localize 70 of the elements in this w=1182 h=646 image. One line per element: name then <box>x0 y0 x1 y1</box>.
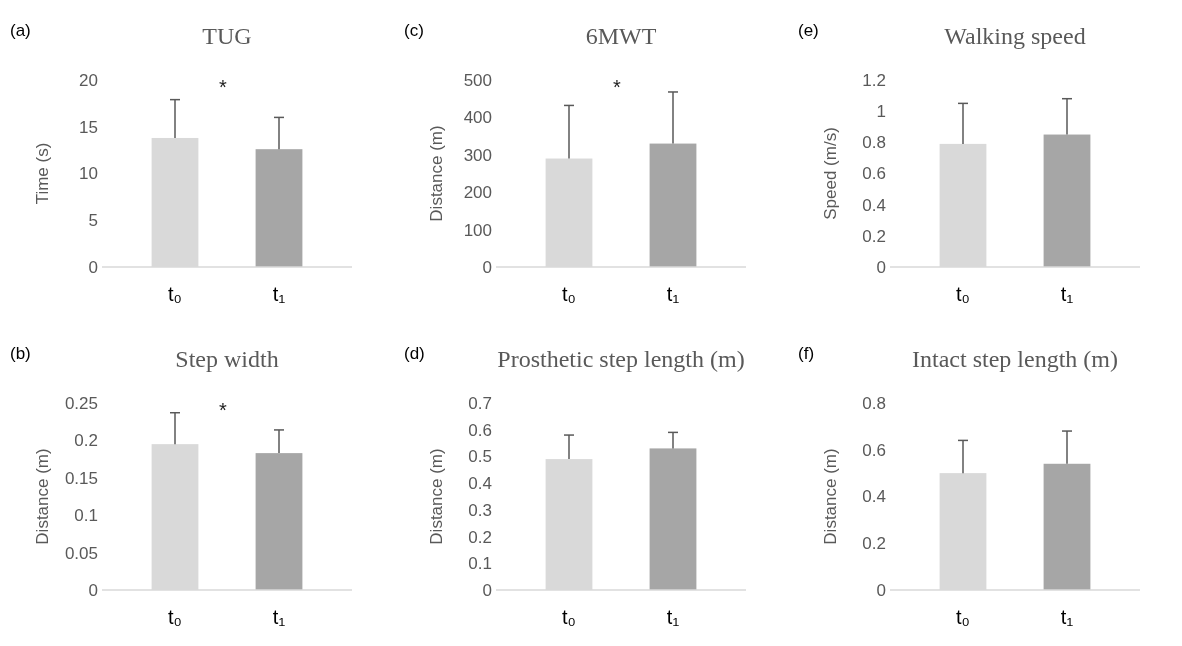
y-tick-label: 0.4 <box>468 474 492 494</box>
annotation: * <box>219 76 228 98</box>
y-tick-label: 300 <box>463 145 492 165</box>
y-tick-label: 0.6 <box>862 440 886 460</box>
y-tick-label: 0 <box>876 257 886 277</box>
y-tick-label: 0.15 <box>64 468 98 488</box>
y-tick-label: 100 <box>463 220 492 240</box>
y-tick-label: 0.8 <box>862 133 886 153</box>
chart-title: TUG <box>202 23 252 49</box>
y-tick-label: 0 <box>482 257 492 277</box>
y-tick-label: 0.4 <box>862 195 886 215</box>
x-tick-label: t₁ <box>1060 606 1074 628</box>
y-tick-label: 1 <box>876 102 886 122</box>
y-tick-label: 0.25 <box>64 393 98 413</box>
y-tick-label: 0.7 <box>468 393 492 413</box>
y-axis-title: Speed (m/s) <box>821 127 840 220</box>
y-tick-label: 0.2 <box>862 534 886 554</box>
y-tick-label: 20 <box>79 70 98 90</box>
y-axis-title: Distance (m) <box>427 448 446 545</box>
x-tick-label: t₁ <box>272 606 286 628</box>
x-tick-label: t₀ <box>168 283 182 305</box>
y-tick-label: 0.6 <box>862 164 886 184</box>
y-tick-label: 0.2 <box>468 527 492 547</box>
text: (e) <box>798 21 819 40</box>
annotation: * <box>219 399 228 421</box>
y-tick-label: 1.2 <box>862 70 886 90</box>
text: (b) <box>10 344 31 363</box>
y-tick-label: 0.4 <box>862 487 886 507</box>
y-axis-title: Time (s) <box>33 142 52 205</box>
chart-title: Walking speed <box>944 23 1086 49</box>
y-tick-label: 15 <box>79 117 98 137</box>
y-axis-title: Distance (m) <box>427 125 446 222</box>
y-tick-label: 0 <box>482 580 492 600</box>
y-tick-label: 0 <box>88 257 98 277</box>
text: (d) <box>404 344 425 363</box>
y-tick-label: 0.3 <box>468 500 492 520</box>
x-tick-label: t₁ <box>666 606 680 628</box>
y-tick-label: 0.1 <box>468 554 492 574</box>
y-tick-label: 0 <box>88 580 98 600</box>
x-tick-label: t₀ <box>956 606 970 628</box>
y-axis-title: Distance (m) <box>33 448 52 545</box>
y-tick-label: 0.1 <box>74 506 98 526</box>
x-tick-label: t₀ <box>562 283 576 305</box>
text: (a) <box>10 21 31 40</box>
x-tick-label: t₁ <box>666 283 680 305</box>
y-tick-label: 10 <box>79 164 98 184</box>
y-tick-label: 5 <box>88 211 98 231</box>
y-tick-label: 0.2 <box>862 226 886 246</box>
y-tick-label: 0.8 <box>862 393 886 413</box>
x-tick-label: t₁ <box>1060 283 1074 305</box>
x-tick-label: t₀ <box>168 606 182 628</box>
x-tick-label: t₀ <box>562 606 576 628</box>
text: (c) <box>404 21 424 40</box>
x-tick-label: t₁ <box>272 283 286 305</box>
chart-title: Step width <box>175 346 279 372</box>
y-tick-label: 200 <box>463 183 492 203</box>
y-tick-label: 0.05 <box>64 543 98 563</box>
text: (f) <box>798 344 815 363</box>
annotation: * <box>613 76 622 98</box>
y-tick-label: 0.5 <box>468 447 492 467</box>
y-tick-label: 500 <box>463 70 492 90</box>
y-axis-title: Distance (m) <box>821 448 840 545</box>
x-tick-label: t₀ <box>956 283 970 305</box>
y-tick-label: 0.6 <box>468 420 492 440</box>
chart-title: Intact step length (m) <box>912 346 1118 372</box>
y-tick-label: 400 <box>463 108 492 128</box>
y-tick-label: 0 <box>876 580 886 600</box>
chart-title: Prosthetic step length (m) <box>497 346 745 372</box>
chart-title: 6MWT <box>585 23 657 49</box>
y-tick-label: 0.2 <box>74 431 98 451</box>
